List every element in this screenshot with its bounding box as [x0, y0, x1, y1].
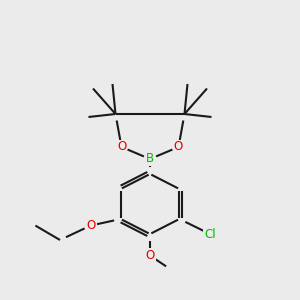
Text: B: B	[146, 152, 154, 166]
Text: O: O	[174, 140, 183, 154]
Text: Cl: Cl	[204, 227, 216, 241]
Text: O: O	[117, 140, 126, 154]
Text: O: O	[86, 219, 95, 232]
Text: O: O	[146, 249, 154, 262]
